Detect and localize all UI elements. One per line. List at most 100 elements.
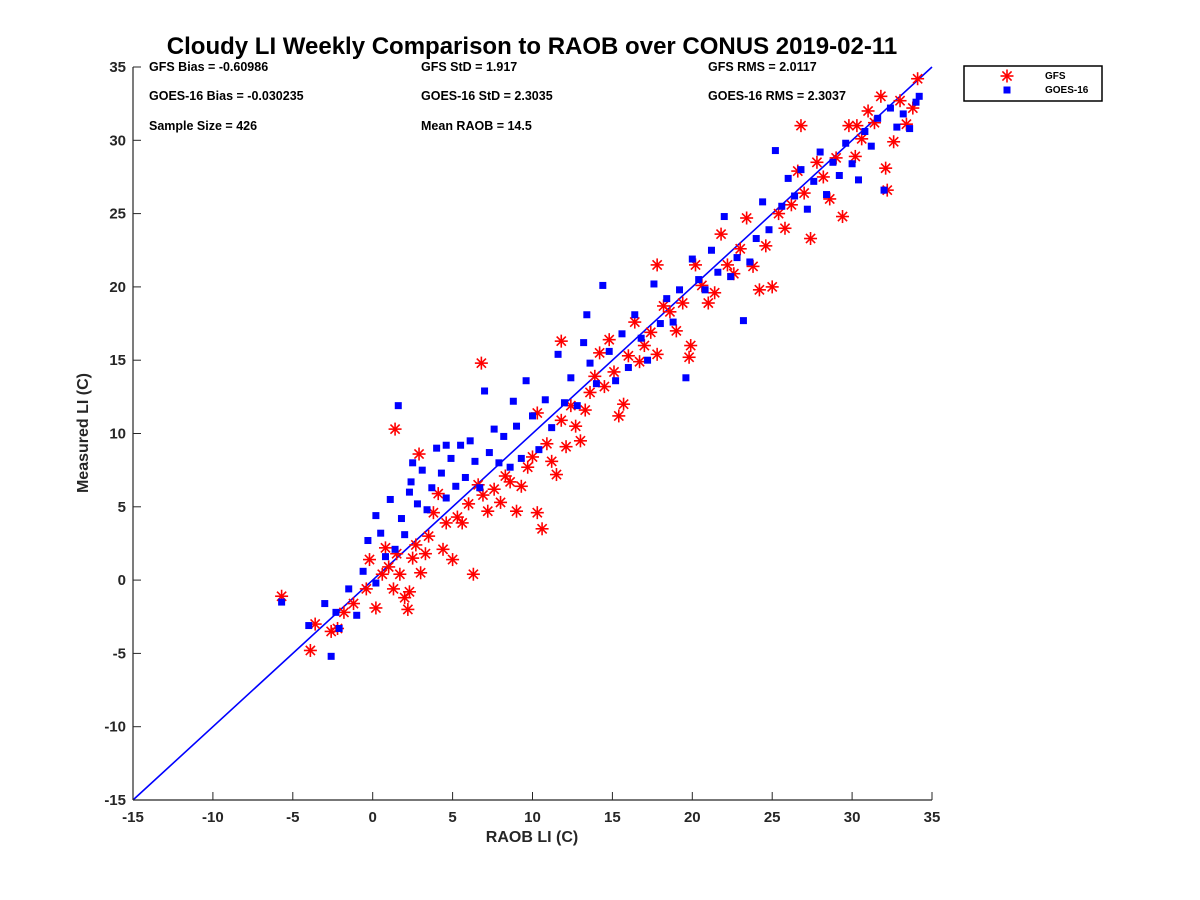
y-tick-label: 0	[118, 572, 126, 589]
x-tick-label: 25	[764, 809, 781, 826]
gfs-point	[733, 242, 747, 256]
goes16-point	[442, 441, 450, 449]
gfs-point	[439, 516, 453, 530]
gfs-point	[386, 582, 400, 596]
gfs-point	[487, 482, 501, 496]
goes16-point	[682, 374, 690, 382]
goes16-point	[656, 320, 664, 328]
y-tick-label: 30	[109, 132, 126, 149]
gfs-point	[588, 369, 602, 383]
gfs-point	[393, 567, 407, 581]
goes16-point	[676, 286, 684, 294]
gfs-point	[593, 346, 607, 360]
y-tick-label: -10	[104, 719, 126, 736]
reference-line-layer	[132, 66, 933, 801]
goes16-point	[778, 202, 786, 210]
goes16-point	[548, 424, 556, 432]
legend-gfs-marker	[1000, 69, 1014, 83]
gfs-point	[804, 232, 818, 246]
goes16-point	[345, 585, 353, 593]
legend: GFS GOES-16	[963, 65, 1103, 102]
goes16-point	[624, 364, 632, 372]
goes16-point	[457, 441, 465, 449]
goes16-point	[513, 422, 521, 430]
goes16-point	[442, 494, 450, 502]
gfs-point	[842, 119, 856, 133]
legend-goes16-marker	[1003, 86, 1011, 94]
goes16-point	[695, 276, 703, 284]
gfs-point	[474, 356, 488, 370]
stats-annotations: GFS Bias = -0.60986 GFS StD = 1.917 GFS RM…	[149, 60, 846, 133]
goes16-point	[816, 148, 824, 156]
y-tick-label: 15	[109, 352, 126, 369]
goes16-point	[893, 123, 901, 131]
goes16-point	[605, 347, 613, 355]
gfs-point	[569, 419, 583, 433]
gfs-point	[720, 258, 734, 272]
one-to-one-line	[132, 66, 933, 801]
gfs-point	[684, 339, 698, 353]
gfs-point	[549, 468, 563, 482]
x-tick-label: 10	[524, 809, 541, 826]
goes16-point	[522, 377, 530, 385]
goes16-point	[397, 515, 405, 523]
gfs-point	[540, 437, 554, 451]
goes16-point	[407, 478, 415, 486]
legend-box	[963, 65, 1103, 102]
gfs-point	[701, 296, 715, 310]
gfs-point	[879, 161, 893, 175]
goes16-point	[791, 192, 799, 200]
goes16-point	[391, 545, 399, 553]
goes16-point	[423, 506, 431, 514]
stat-annotation: Mean RAOB = 14.5	[421, 119, 532, 133]
gfs-point	[794, 119, 808, 133]
gfs-point	[347, 597, 361, 611]
goes16-point	[506, 463, 514, 471]
gfs-point	[402, 585, 416, 599]
goes16-point	[906, 125, 914, 133]
goes16-point	[874, 114, 882, 122]
gfs-point	[481, 504, 495, 518]
goes16-point	[739, 317, 747, 325]
x-tick-label: -10	[202, 809, 224, 826]
y-tick-label: -5	[113, 645, 126, 662]
goes16-point	[466, 437, 474, 445]
goes16-point	[332, 608, 340, 616]
goes16-point	[418, 466, 426, 474]
goes16-point	[586, 359, 594, 367]
goes16-series	[278, 92, 923, 660]
goes16-point	[899, 110, 907, 118]
gfs-point	[503, 475, 517, 489]
goes16-point	[861, 128, 869, 136]
gfs-point	[412, 447, 426, 461]
gfs-point	[602, 333, 616, 347]
y-tick-label: 10	[109, 426, 126, 443]
goes16-point	[461, 473, 469, 481]
gfs-point	[378, 541, 392, 555]
goes16-point	[746, 258, 754, 266]
goes16-point	[771, 147, 779, 155]
gfs-point	[607, 365, 621, 379]
gfs-point	[617, 397, 631, 411]
legend-gfs-label: GFS	[1045, 71, 1066, 82]
goes16-point	[835, 171, 843, 179]
goes16-point	[599, 281, 607, 289]
goes16-point	[353, 611, 361, 619]
y-axis-label: Measured LI (C)	[75, 373, 92, 493]
legend-goes16-label: GOES-16	[1045, 85, 1089, 96]
goes16-point	[359, 567, 367, 575]
goes16-point	[842, 139, 850, 147]
x-tick-label: -15	[122, 809, 144, 826]
goes16-point	[500, 432, 508, 440]
goes16-point	[381, 553, 389, 561]
goes16-point	[401, 531, 409, 539]
gfs-point	[363, 553, 377, 567]
goes16-point	[485, 449, 493, 457]
goes16-point	[848, 160, 856, 168]
goes16-point	[517, 454, 525, 462]
goes16-point	[394, 402, 402, 410]
goes16-point	[612, 377, 620, 385]
goes16-point	[644, 356, 652, 364]
goes16-point	[554, 350, 562, 358]
